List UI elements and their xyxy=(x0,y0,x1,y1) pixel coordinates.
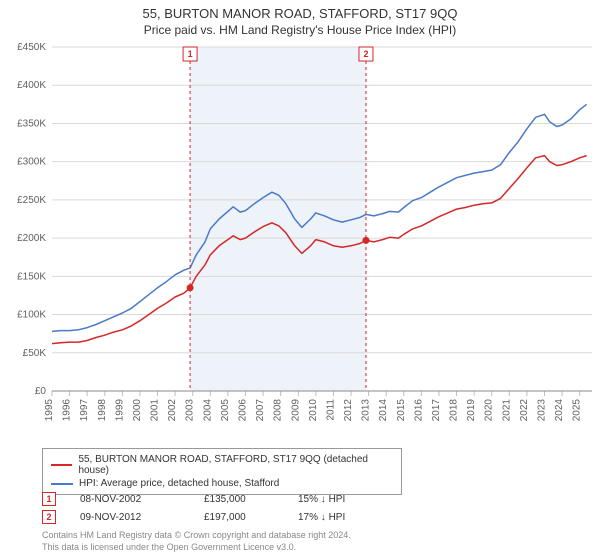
svg-text:2009: 2009 xyxy=(290,399,301,422)
legend: 55, BURTON MANOR ROAD, STAFFORD, ST17 9Q… xyxy=(42,448,402,495)
svg-text:£400K: £400K xyxy=(17,80,46,91)
svg-text:2004: 2004 xyxy=(202,399,213,422)
svg-text:2022: 2022 xyxy=(519,399,530,422)
chart-svg: £0 £50K £100K £150K £200K £250K £300K £350K £400… xyxy=(0,41,600,441)
marker-date: 08-NOV-2002 xyxy=(80,494,180,505)
svg-text:1996: 1996 xyxy=(62,399,73,422)
chart-subtitle: Price paid vs. HM Land Registry's House … xyxy=(0,21,600,41)
svg-text:£100K: £100K xyxy=(17,310,46,321)
svg-text:1997: 1997 xyxy=(79,399,90,422)
legend-row: HPI: Average price, detached house, Staf… xyxy=(51,477,393,490)
svg-text:2011: 2011 xyxy=(325,399,336,421)
svg-text:2016: 2016 xyxy=(413,399,424,422)
svg-text:1995: 1995 xyxy=(44,399,55,422)
svg-text:2019: 2019 xyxy=(466,399,477,422)
svg-text:£200K: £200K xyxy=(17,233,46,244)
legend-swatch xyxy=(51,464,72,466)
legend-label: 55, BURTON MANOR ROAD, STAFFORD, ST17 9Q… xyxy=(78,454,393,476)
svg-text:2006: 2006 xyxy=(237,399,248,422)
svg-text:2000: 2000 xyxy=(132,399,143,422)
svg-text:2015: 2015 xyxy=(396,399,407,422)
attribution-line: Contains HM Land Registry data © Crown c… xyxy=(42,530,351,542)
svg-text:2005: 2005 xyxy=(220,399,231,422)
marker-row: 2 09-NOV-2012 £197,000 17% ↓ HPI xyxy=(42,508,345,526)
marker-badge: 1 xyxy=(42,492,56,506)
svg-text:2024: 2024 xyxy=(554,399,565,422)
svg-text:2021: 2021 xyxy=(501,399,512,422)
attribution: Contains HM Land Registry data © Crown c… xyxy=(42,530,351,553)
svg-text:£250K: £250K xyxy=(17,195,46,206)
marker-price: £135,000 xyxy=(204,494,274,505)
attribution-line: This data is licensed under the Open Gov… xyxy=(42,542,351,554)
chart-title: 55, BURTON MANOR ROAD, STAFFORD, ST17 9Q… xyxy=(0,0,600,21)
marker-row: 1 08-NOV-2002 £135,000 15% ↓ HPI xyxy=(42,490,345,508)
svg-text:2001: 2001 xyxy=(150,399,161,422)
svg-text:2013: 2013 xyxy=(361,399,372,422)
svg-text:1: 1 xyxy=(188,49,193,59)
chart-container: 55, BURTON MANOR ROAD, STAFFORD, ST17 9Q… xyxy=(0,0,600,560)
svg-text:2023: 2023 xyxy=(537,399,548,422)
legend-swatch xyxy=(51,483,73,485)
chart-plot-area: £0 £50K £100K £150K £200K £250K £300K £350K £400… xyxy=(0,41,600,441)
svg-text:2012: 2012 xyxy=(343,399,354,422)
svg-text:£0: £0 xyxy=(35,386,47,397)
svg-text:2002: 2002 xyxy=(167,399,178,422)
svg-text:2: 2 xyxy=(363,49,368,59)
marker-delta: 15% ↓ HPI xyxy=(298,494,345,505)
svg-text:1999: 1999 xyxy=(114,399,125,422)
legend-label: HPI: Average price, detached house, Staf… xyxy=(79,478,279,489)
svg-text:2007: 2007 xyxy=(255,399,266,422)
svg-text:£50K: £50K xyxy=(23,348,47,359)
marker-badge: 2 xyxy=(42,510,56,524)
svg-text:2018: 2018 xyxy=(449,399,460,422)
svg-text:2020: 2020 xyxy=(484,399,495,422)
svg-text:2010: 2010 xyxy=(308,399,319,422)
svg-text:1998: 1998 xyxy=(97,399,108,422)
marker-price: £197,000 xyxy=(204,512,274,523)
svg-text:£300K: £300K xyxy=(17,157,46,168)
marker-delta: 17% ↓ HPI xyxy=(298,512,345,523)
svg-text:2008: 2008 xyxy=(273,399,284,422)
marker-table: 1 08-NOV-2002 £135,000 15% ↓ HPI 2 09-NOV-201… xyxy=(42,490,345,526)
svg-text:2014: 2014 xyxy=(378,399,389,422)
legend-row: 55, BURTON MANOR ROAD, STAFFORD, ST17 9Q… xyxy=(51,453,393,477)
marker-date: 09-NOV-2012 xyxy=(80,512,180,523)
svg-text:£150K: £150K xyxy=(17,271,46,282)
svg-text:£450K: £450K xyxy=(17,42,46,53)
svg-text:2017: 2017 xyxy=(431,399,442,422)
svg-text:2025: 2025 xyxy=(572,399,583,422)
svg-text:2003: 2003 xyxy=(185,399,196,422)
svg-text:£350K: £350K xyxy=(17,118,46,129)
